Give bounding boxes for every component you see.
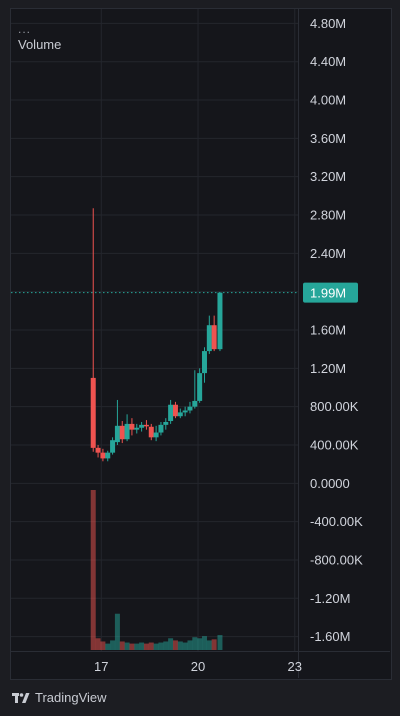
candle-body (105, 452, 111, 459)
volume-bar (163, 641, 169, 650)
volume-bar (148, 642, 154, 650)
candle-body (168, 404, 174, 422)
volume-bar (168, 638, 174, 650)
volume-bar (129, 643, 135, 650)
y-tick-label: -400.00K (310, 514, 363, 529)
volume-bar (134, 643, 140, 650)
volume-bar (206, 640, 212, 650)
x-tick-label: 20 (191, 659, 205, 674)
y-tick-label: 4.80M (310, 16, 346, 31)
candle-body (211, 325, 217, 350)
volume-bar (182, 642, 188, 650)
volume-bar (197, 638, 203, 650)
candle-body (206, 325, 212, 352)
candle-body (177, 412, 183, 417)
y-tick-label: -1.60M (310, 629, 350, 644)
candle-body (153, 432, 159, 438)
candle-body (100, 452, 106, 459)
tradingview-logo-icon (12, 692, 30, 703)
brand-name: TradingView (35, 690, 107, 705)
volume-bar (211, 639, 217, 650)
volume-bar (177, 641, 183, 650)
candle-body (110, 440, 116, 453)
candle-body (172, 404, 178, 417)
volume-bar (100, 641, 106, 650)
y-tick-label: 2.80M (310, 208, 346, 223)
last-price-badge (303, 282, 358, 303)
volume-bar (172, 640, 178, 650)
candle-body (187, 406, 193, 411)
y-tick-label: 800.00K (310, 399, 359, 414)
y-tick-label: 3.20M (310, 169, 346, 184)
legend-menu-dots[interactable]: ... (18, 22, 32, 36)
candle-body (124, 423, 130, 440)
candle-body (119, 425, 125, 440)
candle-body (197, 373, 203, 401)
volume-bar (119, 641, 125, 650)
volume-bar (105, 643, 111, 650)
y-tick-label: 1.20M (310, 361, 346, 376)
x-tick-label: 17 (94, 659, 108, 674)
y-tick-label: -1.20M (310, 591, 350, 606)
volume-bar (124, 642, 130, 650)
volume-bar (217, 635, 223, 650)
y-tick-label: 4.40M (310, 54, 346, 69)
candle-body (143, 424, 149, 427)
x-tick-label: 23 (288, 659, 302, 674)
volume-bar (139, 642, 145, 650)
candle-body (192, 400, 198, 407)
candle-body (134, 427, 140, 430)
candle-body (129, 423, 135, 430)
candle-body (182, 410, 188, 413)
last-price-label: 1.99M (310, 286, 346, 301)
volume-bar (187, 640, 193, 650)
tradingview-brand[interactable]: TradingView (12, 690, 107, 705)
y-tick-label: 1.60M (310, 323, 346, 338)
legend-volume-label: Volume (18, 37, 62, 52)
y-tick-label: 0.0000 (310, 476, 350, 491)
candle-body (148, 426, 154, 438)
chart-panel[interactable] (10, 8, 392, 680)
volume-bar (192, 637, 198, 650)
candle-body (163, 421, 169, 425)
y-tick-label: 3.60M (310, 131, 346, 146)
candle-body (217, 292, 223, 350)
volume-bar (158, 642, 164, 650)
volume-bar (110, 640, 116, 650)
y-tick-label: 4.00M (310, 93, 346, 108)
candle-body (139, 424, 145, 428)
volume-bar (114, 613, 120, 650)
y-tick-label: 2.40M (310, 246, 346, 261)
y-tick-label: -800.00K (310, 552, 363, 567)
volume-bar (90, 490, 96, 650)
volume-bar (95, 638, 101, 650)
y-tick-label: 400.00K (310, 437, 359, 452)
candle-body (114, 425, 120, 443)
volume-bar (143, 643, 149, 650)
candle-body (95, 447, 101, 453)
candle-body (90, 377, 96, 448)
volume-bar (153, 643, 159, 650)
volume-bar (201, 636, 207, 650)
candle-body (201, 351, 207, 374)
candle-body (158, 424, 164, 433)
